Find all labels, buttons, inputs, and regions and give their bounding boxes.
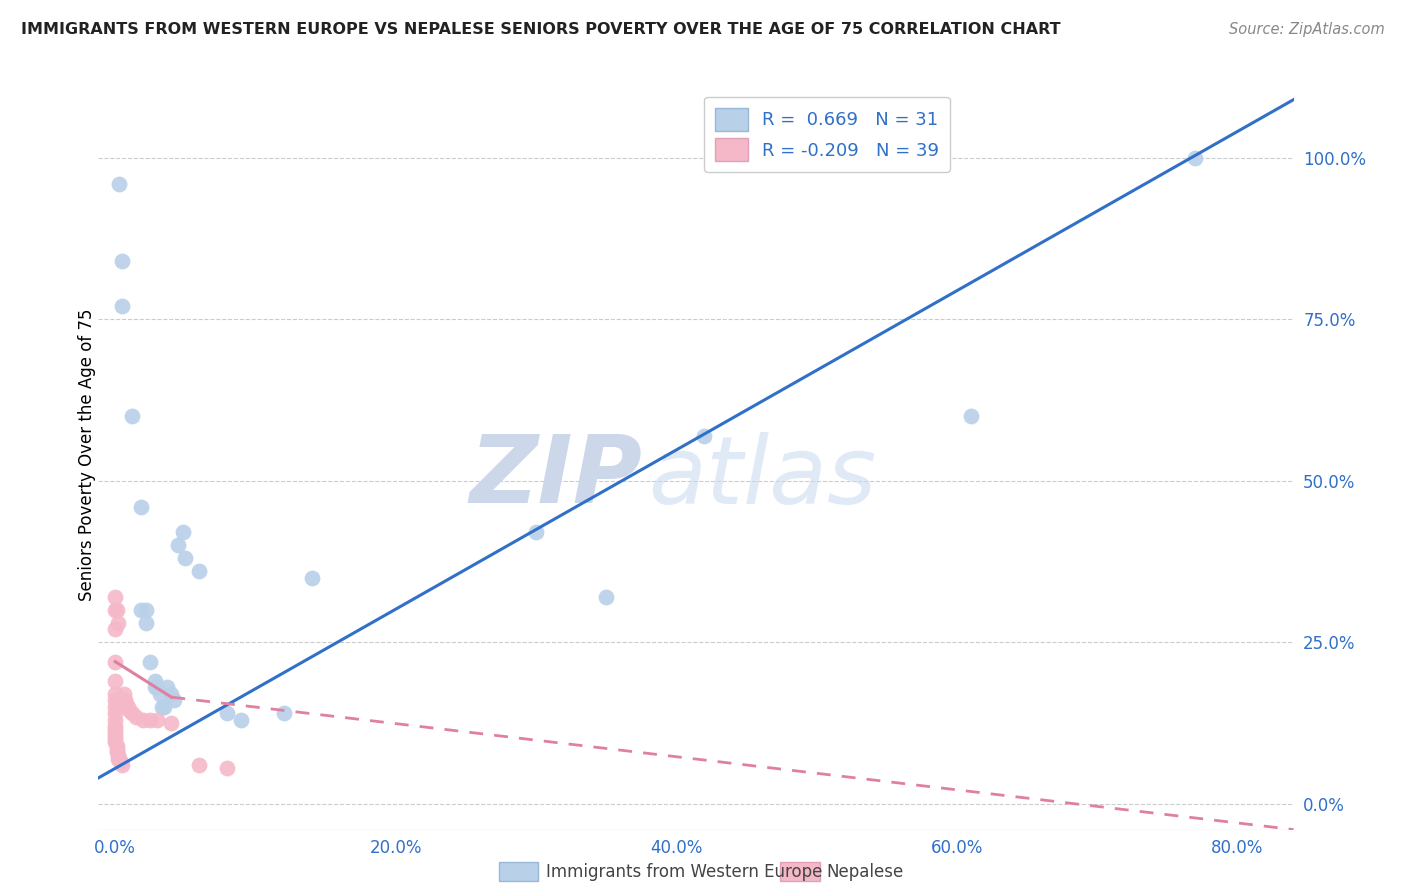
Point [135, 603, 157, 617]
Point [115, 697, 138, 711]
Point [156, 681, 179, 695]
Point [107, 615, 129, 630]
Point [104, 713, 127, 727]
Point [105, 741, 128, 756]
Text: IMMIGRANTS FROM WESTERN EUROPE VS NEPALESE SENIORS POVERTY OVER THE AGE OF 75 CO: IMMIGRANTS FROM WESTERN EUROPE VS NEPALE… [21, 22, 1060, 37]
Point [172, 525, 194, 540]
Point [121, 409, 143, 424]
Point [104, 725, 127, 739]
Point [146, 681, 169, 695]
Point [104, 623, 127, 637]
Point [524, 525, 547, 540]
Point [129, 603, 152, 617]
Point [693, 428, 716, 442]
Point [104, 723, 127, 737]
Point [160, 687, 183, 701]
Point [273, 706, 295, 721]
Point [231, 713, 253, 727]
Point [125, 709, 148, 723]
Point [188, 564, 211, 578]
Point [160, 716, 183, 731]
Text: Source: ZipAtlas.com: Source: ZipAtlas.com [1229, 22, 1385, 37]
Point [104, 673, 127, 688]
Point [146, 713, 169, 727]
Point [188, 758, 211, 772]
Point [163, 693, 186, 707]
Point [112, 687, 135, 701]
Text: ZIP: ZIP [470, 432, 643, 524]
Y-axis label: Seniors Poverty Over the Age of 75: Seniors Poverty Over the Age of 75 [79, 309, 96, 601]
Point [217, 706, 239, 721]
Legend: R =  0.669   N = 31, R = -0.209   N = 39: R = 0.669 N = 31, R = -0.209 N = 39 [704, 97, 950, 172]
Point [104, 655, 127, 669]
Point [129, 500, 152, 514]
Point [104, 699, 127, 714]
Point [104, 603, 127, 617]
Point [104, 719, 127, 733]
Point [118, 703, 141, 717]
Point [111, 299, 134, 313]
Point [117, 699, 139, 714]
Point [139, 713, 162, 727]
Point [105, 739, 128, 753]
Point [105, 745, 128, 759]
Point [105, 603, 128, 617]
Point [104, 732, 127, 747]
Point [143, 681, 166, 695]
Point [301, 571, 323, 585]
Point [149, 687, 172, 701]
Point [104, 735, 127, 749]
Point [104, 590, 127, 604]
Point [595, 590, 617, 604]
Point [108, 751, 131, 765]
Point [107, 748, 129, 763]
Point [121, 706, 143, 721]
Point [150, 699, 173, 714]
Point [104, 693, 127, 707]
Point [110, 755, 132, 769]
Point [217, 761, 239, 775]
Point [111, 254, 134, 268]
Point [107, 751, 129, 765]
Point [132, 713, 155, 727]
Point [960, 409, 983, 424]
Text: Immigrants from Western Europe: Immigrants from Western Europe [546, 863, 823, 881]
Point [108, 177, 131, 191]
Point [1184, 151, 1206, 165]
Point [104, 687, 127, 701]
Text: Nepalese: Nepalese [827, 863, 904, 881]
Text: atlas: atlas [648, 432, 876, 523]
Point [139, 655, 162, 669]
Point [114, 693, 136, 707]
Point [135, 615, 157, 630]
Point [111, 758, 134, 772]
Point [174, 551, 197, 566]
Point [104, 729, 127, 743]
Point [167, 538, 190, 552]
Point [104, 706, 127, 721]
Point [143, 673, 166, 688]
Point [153, 699, 176, 714]
